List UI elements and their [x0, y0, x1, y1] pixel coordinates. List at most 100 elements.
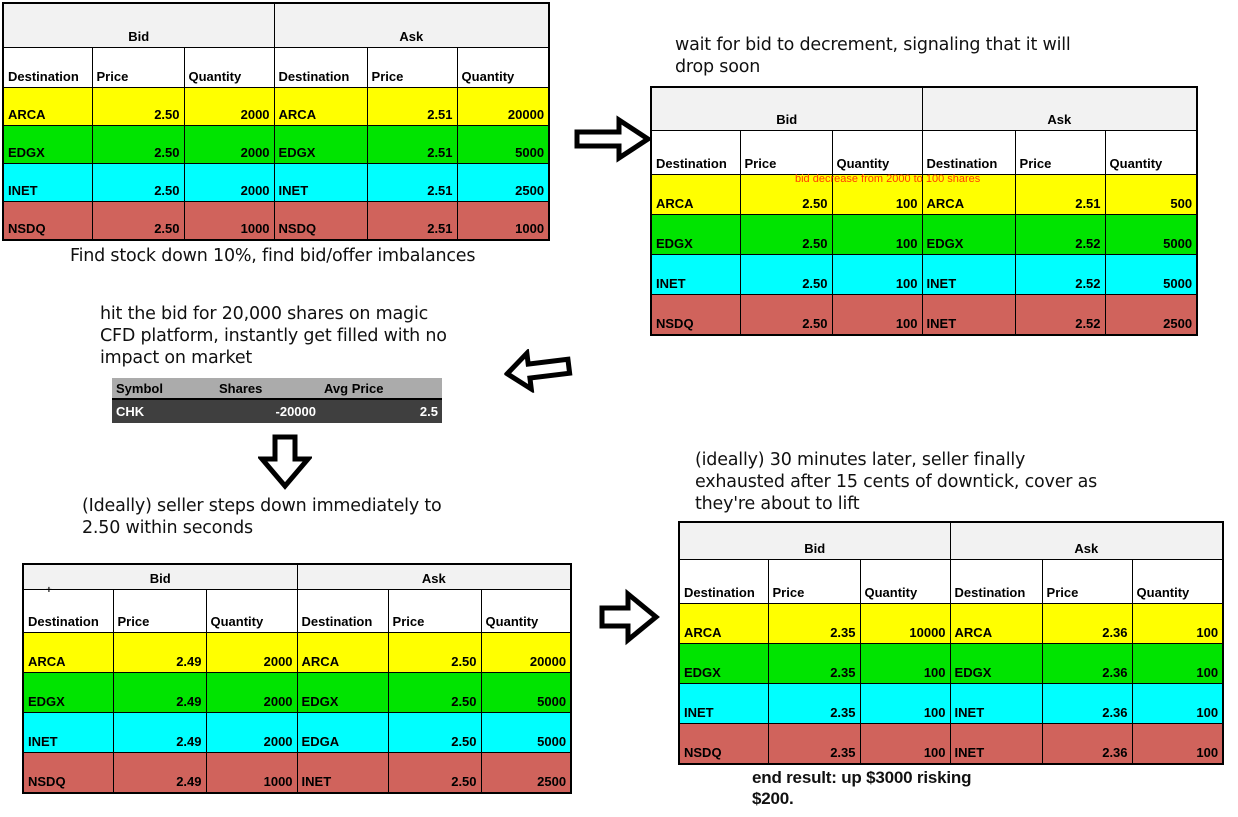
ask-quantity-cell: 5000 — [480, 712, 572, 753]
ask-destination-cell: INET — [273, 163, 368, 202]
ask-price-cell: 2.51 — [1014, 174, 1106, 215]
book-row: EDGX 2.35 100 EDGX 2.36 100 — [678, 643, 1224, 684]
book-row: NSDQ 2.50 100 INET 2.52 2500 — [650, 294, 1198, 336]
shares-header: Shares — [215, 378, 320, 400]
bid-destination-cell: INET — [22, 712, 114, 753]
ask-quantity-header: Quantity — [1104, 130, 1198, 175]
bid-destination-cell: INET — [650, 254, 741, 295]
arrow-right-icon — [574, 114, 652, 164]
ask-price-cell: 2.51 — [366, 201, 458, 241]
bid-price-header: Price — [767, 559, 861, 604]
cursor-artifact: + — [46, 585, 52, 596]
bid-quantity-cell: 100 — [859, 643, 951, 684]
order-book-cover: Bid Ask Destination Price Quantity Desti… — [678, 521, 1225, 765]
ask-price-cell: 2.50 — [387, 632, 482, 673]
bid-price-cell: 2.49 — [112, 752, 207, 794]
bid-ask-header-row: Bid Ask — [650, 86, 1198, 131]
bid-quantity-cell: 100 — [831, 254, 923, 295]
bid-price-cell: 2.50 — [91, 87, 185, 126]
ask-quantity-cell: 2500 — [480, 752, 572, 794]
ask-destination-cell: INET — [921, 294, 1016, 336]
ask-destination-header: Destination — [296, 589, 389, 633]
ask-quantity-cell: 2500 — [456, 163, 550, 202]
ask-quantity-cell: 100 — [1131, 683, 1224, 724]
ask-quantity-header: Quantity — [1131, 559, 1224, 604]
bid-quantity-cell: 1000 — [183, 201, 275, 241]
blotter-header-row: Symbol Shares Avg Price — [112, 378, 442, 400]
ask-header: Ask — [949, 521, 1224, 560]
book-row: ARCA 2.50 100 ARCA 2.51 500 — [650, 174, 1198, 215]
ask-price-cell: 2.52 — [1014, 254, 1106, 295]
bid-quantity-cell: 100 — [831, 294, 923, 336]
bid-price-cell: 2.50 — [91, 201, 185, 241]
book-row: NSDQ 2.35 100 INET 2.36 100 — [678, 723, 1224, 765]
bid-destination-cell: NSDQ — [22, 752, 114, 794]
bid-quantity-cell: 2000 — [205, 712, 298, 753]
bid-quantity-cell: 1000 — [205, 752, 298, 794]
bid-quantity-cell: 100 — [831, 214, 923, 255]
bid-price-cell: 2.50 — [91, 125, 185, 164]
caption-wait-bid: wait for bid to decrement, signaling tha… — [675, 34, 1071, 78]
ask-destination-cell: EDGX — [949, 643, 1043, 684]
bid-price-cell: 2.50 — [739, 254, 833, 295]
avg-price-header: Avg Price — [320, 378, 442, 400]
ask-destination-cell: EDGA — [296, 712, 389, 753]
bid-quantity-cell: 2000 — [205, 632, 298, 673]
bid-destination-header: Destination — [650, 130, 741, 175]
caption-line: $200. — [752, 789, 794, 808]
ask-destination-header: Destination — [949, 559, 1043, 604]
ask-price-cell: 2.51 — [366, 87, 458, 126]
caption-line: impact on market — [100, 348, 253, 368]
bid-quantity-header: Quantity — [205, 589, 298, 633]
ask-quantity-cell: 500 — [1104, 174, 1198, 215]
book-row: ARCA 2.50 2000 ARCA 2.51 20000 — [2, 87, 550, 126]
bid-destination-cell: ARCA — [678, 603, 769, 644]
ask-destination-cell: INET — [949, 683, 1043, 724]
ask-quantity-cell: 5000 — [1104, 254, 1198, 295]
ask-destination-cell: INET — [296, 752, 389, 794]
book-row: NSDQ 2.50 1000 NSDQ 2.51 1000 — [2, 201, 550, 241]
book-row: EDGX 2.49 2000 EDGX 2.50 5000 — [22, 672, 572, 713]
caption-line: Find stock down 10%, find bid/offer imba… — [70, 246, 476, 266]
ask-quantity-header: Quantity — [480, 589, 572, 633]
bid-destination-cell: INET — [678, 683, 769, 724]
ask-price-cell: 2.52 — [1014, 294, 1106, 336]
order-book-decrement: Bid Ask Destination Price Quantity Desti… — [650, 86, 1199, 336]
arrow-left-icon — [502, 344, 575, 396]
ask-quantity-cell: 5000 — [480, 672, 572, 713]
position-blotter: Symbol Shares Avg Price CHK -20000 2.5 — [112, 378, 442, 423]
bid-price-cell: 2.35 — [767, 643, 861, 684]
bid-price-cell: 2.49 — [112, 712, 207, 753]
ask-quantity-cell: 20000 — [480, 632, 572, 673]
ask-destination-cell: ARCA — [921, 174, 1016, 215]
bid-destination-cell: ARCA — [650, 174, 741, 215]
ask-destination-cell: NSDQ — [273, 201, 368, 241]
bid-price-cell: 2.50 — [739, 294, 833, 336]
ask-quantity-cell: 1000 — [456, 201, 550, 241]
bid-header: Bid — [2, 2, 275, 48]
ask-destination-cell: ARCA — [273, 87, 368, 126]
avg-price-cell: 2.5 — [320, 399, 442, 423]
bid-quantity-cell: 2000 — [205, 672, 298, 713]
book-row: NSDQ 2.49 1000 INET 2.50 2500 — [22, 752, 572, 794]
bid-destination-cell: INET — [2, 163, 93, 202]
ask-price-cell: 2.50 — [387, 712, 482, 753]
ask-quantity-cell: 5000 — [1104, 214, 1198, 255]
ask-price-header: Price — [387, 589, 482, 633]
bid-price-cell: 2.50 — [739, 214, 833, 255]
bid-price-cell: 2.49 — [112, 672, 207, 713]
caption-cover: (ideally) 30 minutes later, seller final… — [695, 449, 1097, 515]
ask-price-cell: 2.36 — [1041, 683, 1133, 724]
caption-find-stock: Find stock down 10%, find bid/offer imba… — [70, 245, 475, 267]
ask-price-cell: 2.50 — [387, 672, 482, 713]
bid-quantity-cell: 100 — [859, 723, 951, 765]
ask-destination-cell: INET — [921, 254, 1016, 295]
caption-line: drop soon — [675, 57, 761, 77]
ask-price-cell: 2.36 — [1041, 723, 1133, 765]
bid-price-cell: 2.35 — [767, 603, 861, 644]
caption-line: 2.50 within seconds — [82, 518, 253, 538]
bid-destination-cell: NSDQ — [2, 201, 93, 241]
book-row: ARCA 2.49 2000 ARCA 2.50 20000 — [22, 632, 572, 673]
ask-quantity-cell: 100 — [1131, 643, 1224, 684]
